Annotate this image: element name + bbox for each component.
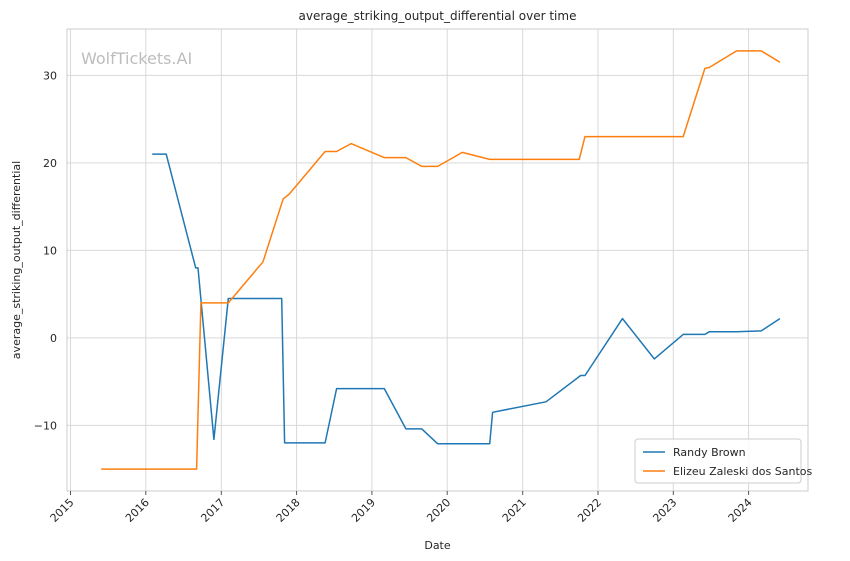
y-tick-label: 10 [43,244,57,257]
series-line-1 [101,50,781,470]
legend-label-0: Randy Brown [673,446,746,459]
y-tick-label: −10 [34,419,57,432]
legend-label-1: Elizeu Zaleski dos Santos [673,465,813,478]
series-line-0 [152,153,781,445]
y-tick-label: 0 [50,332,57,345]
grid [67,29,808,491]
plot-frame [66,28,809,492]
chart-title: average_striking_output_differential ove… [299,9,577,23]
y-axis-ticks: −10 0 10 20 30 [34,69,57,432]
legend-box [634,438,802,484]
y-axis-title: average_striking_output_differential [10,161,23,359]
watermark: WolfTickets.AI [81,49,192,68]
series-layer [101,50,781,470]
y-tick-label: 30 [43,69,57,82]
y-tick-label: 20 [43,157,57,170]
x-axis-title: Date [424,539,451,552]
legend: Randy Brown Elizeu Zaleski dos Santos [634,438,813,484]
